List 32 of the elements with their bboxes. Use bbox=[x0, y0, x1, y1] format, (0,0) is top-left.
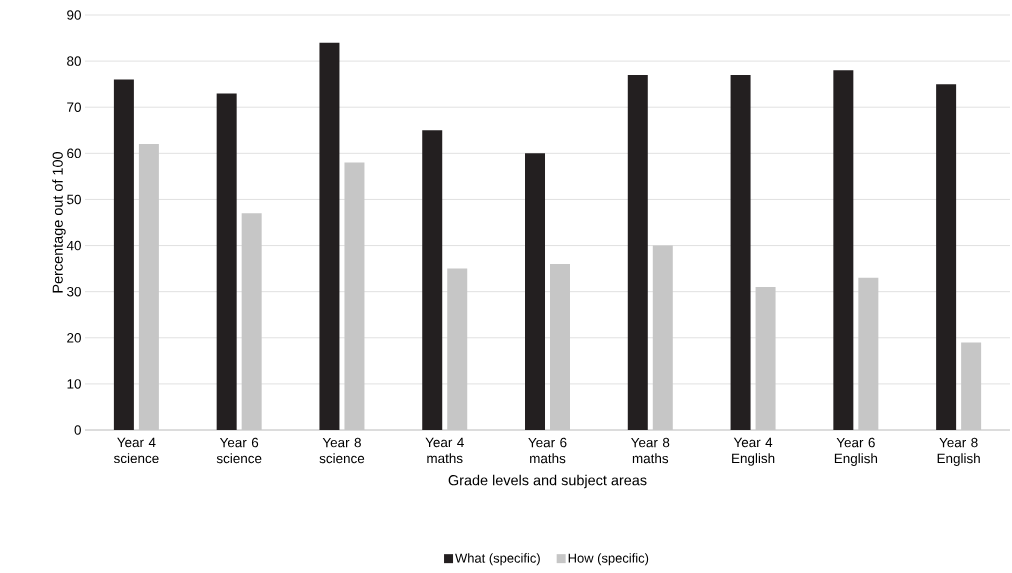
legend-label: How (specific) bbox=[568, 553, 649, 566]
x-tick-label: Year 4 maths bbox=[425, 437, 464, 464]
bar bbox=[319, 42, 340, 430]
y-tick-label: 40 bbox=[66, 240, 81, 251]
x-tick-label: Year 4 science bbox=[113, 437, 159, 464]
y-tick-label: 0 bbox=[74, 425, 81, 435]
y-tick-label: 80 bbox=[67, 56, 81, 66]
y-tick-label: 60 bbox=[67, 148, 81, 159]
bar bbox=[216, 93, 237, 430]
x-tick-label: Year 8 English bbox=[937, 437, 980, 466]
bar bbox=[936, 84, 957, 430]
y-tick-label: 90 bbox=[67, 10, 81, 20]
x-tick-label: Year 4 English bbox=[732, 437, 775, 466]
x-tick-label: Year 6 maths bbox=[528, 437, 567, 464]
x-tick-label: Year 8 maths bbox=[631, 437, 670, 464]
bar bbox=[525, 153, 546, 430]
legend-label: What (specific) bbox=[455, 553, 540, 566]
bar bbox=[730, 74, 751, 430]
x-tick-label: Year 8 science bbox=[319, 437, 365, 464]
x-tick-label: Year 6 English bbox=[834, 437, 878, 466]
bar bbox=[627, 74, 648, 430]
x-tick-label: Year 6 science bbox=[216, 437, 262, 464]
bar bbox=[833, 70, 854, 430]
y-tick-label: 50 bbox=[67, 194, 81, 205]
y-tick-label: 70 bbox=[67, 102, 81, 112]
bar bbox=[422, 130, 443, 430]
y-tick-label: 30 bbox=[67, 286, 81, 297]
x-axis-title: Grade levels and subject areas bbox=[448, 474, 647, 489]
bar bbox=[113, 79, 134, 430]
y-axis-title: Percentage out of 100 bbox=[52, 152, 66, 293]
y-tick-label: 20 bbox=[67, 333, 81, 343]
y-tick-label: 10 bbox=[67, 379, 81, 389]
